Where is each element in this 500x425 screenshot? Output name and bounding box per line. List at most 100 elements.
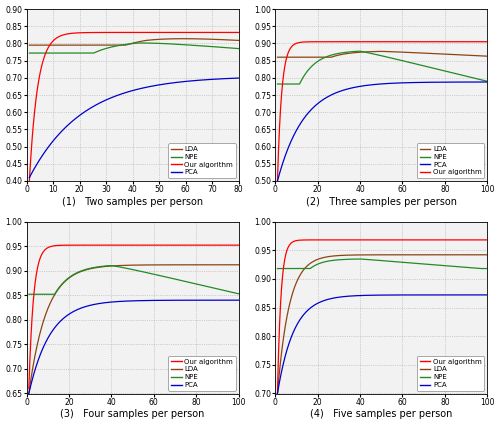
Line: NPE: NPE (29, 266, 238, 294)
NPE (185, 280, 191, 285)
PCA (148, 84, 154, 89)
Our algorithm (402, 237, 408, 242)
Line: PCA: PCA (278, 295, 487, 394)
PCA (434, 292, 440, 298)
PCA (402, 292, 408, 298)
LDA (236, 38, 242, 43)
NPE (274, 82, 280, 87)
X-axis label: (2)   Three samples per person: (2) Three samples per person (306, 197, 457, 207)
PCA (288, 337, 294, 342)
LDA (26, 391, 32, 396)
NPE (108, 263, 114, 268)
Our algorithm (456, 39, 462, 44)
Our algorithm (38, 252, 44, 257)
LDA (206, 262, 212, 267)
Our algorithm (148, 30, 154, 35)
PCA (408, 80, 414, 85)
Line: LDA: LDA (29, 265, 238, 394)
PCA (206, 298, 212, 303)
PCA (148, 298, 154, 303)
LDA (274, 391, 280, 396)
NPE (408, 60, 414, 65)
LDA (288, 55, 294, 60)
Our algorithm (484, 39, 490, 44)
LDA (39, 42, 45, 48)
Our algorithm (434, 39, 440, 44)
Line: NPE: NPE (278, 51, 487, 84)
NPE (288, 266, 294, 271)
Our algorithm (434, 237, 440, 242)
Our algorithm (160, 243, 166, 248)
LDA (26, 42, 32, 48)
PCA (154, 83, 160, 88)
Our algorithm (402, 237, 408, 242)
Our algorithm (160, 30, 166, 35)
NPE (26, 51, 32, 56)
Line: Our algorithm: Our algorithm (278, 42, 487, 181)
LDA (160, 262, 166, 267)
NPE (396, 260, 402, 265)
Our algorithm (456, 237, 462, 242)
LDA (180, 36, 186, 41)
Our algorithm (185, 30, 191, 35)
PCA (236, 298, 242, 303)
Our algorithm (148, 243, 154, 248)
NPE (434, 263, 440, 268)
Our algorithm (288, 46, 294, 51)
NPE (357, 256, 363, 261)
PCA (455, 79, 461, 85)
PCA (274, 391, 280, 396)
Our algorithm (408, 237, 414, 242)
LDA (153, 262, 159, 267)
NPE (236, 291, 242, 296)
LDA (402, 252, 408, 258)
PCA (206, 77, 212, 82)
LDA (160, 37, 166, 42)
Our algorithm (206, 30, 212, 35)
LDA (408, 50, 414, 55)
NPE (274, 266, 280, 271)
PCA (484, 292, 490, 298)
PCA (408, 292, 414, 298)
NPE (206, 284, 212, 289)
NPE (148, 40, 154, 45)
PCA (185, 298, 191, 303)
Line: PCA: PCA (29, 300, 238, 394)
LDA (207, 37, 213, 42)
NPE (408, 261, 414, 266)
Our algorithm (274, 391, 280, 396)
LDA (148, 262, 154, 267)
NPE (434, 66, 440, 71)
NPE (484, 79, 490, 84)
Line: PCA: PCA (30, 78, 238, 178)
NPE (26, 292, 32, 297)
PCA (38, 348, 44, 354)
PCA (26, 391, 32, 396)
Line: Our algorithm: Our algorithm (29, 245, 238, 388)
PCA (39, 153, 45, 158)
NPE (456, 72, 462, 77)
Line: LDA: LDA (278, 255, 487, 394)
LDA (288, 299, 294, 304)
Line: LDA: LDA (278, 51, 487, 57)
Our algorithm (236, 243, 242, 248)
NPE (484, 266, 490, 271)
NPE (402, 260, 408, 265)
Our algorithm (274, 178, 280, 184)
NPE (154, 272, 160, 278)
LDA (154, 37, 160, 42)
PCA (455, 292, 461, 298)
PCA (396, 292, 402, 298)
Our algorithm (430, 39, 436, 44)
PCA (288, 140, 294, 145)
NPE (207, 44, 213, 49)
LDA (38, 324, 44, 329)
Our algorithm (39, 61, 45, 66)
PCA (236, 76, 242, 81)
Legend: LDA, NPE, Our algorithm, PCA: LDA, NPE, Our algorithm, PCA (168, 144, 236, 178)
Legend: Our algorithm, LDA, NPE, PCA: Our algorithm, LDA, NPE, PCA (168, 356, 236, 391)
NPE (288, 82, 294, 87)
Our algorithm (26, 386, 32, 391)
NPE (357, 48, 363, 54)
PCA (396, 80, 402, 85)
